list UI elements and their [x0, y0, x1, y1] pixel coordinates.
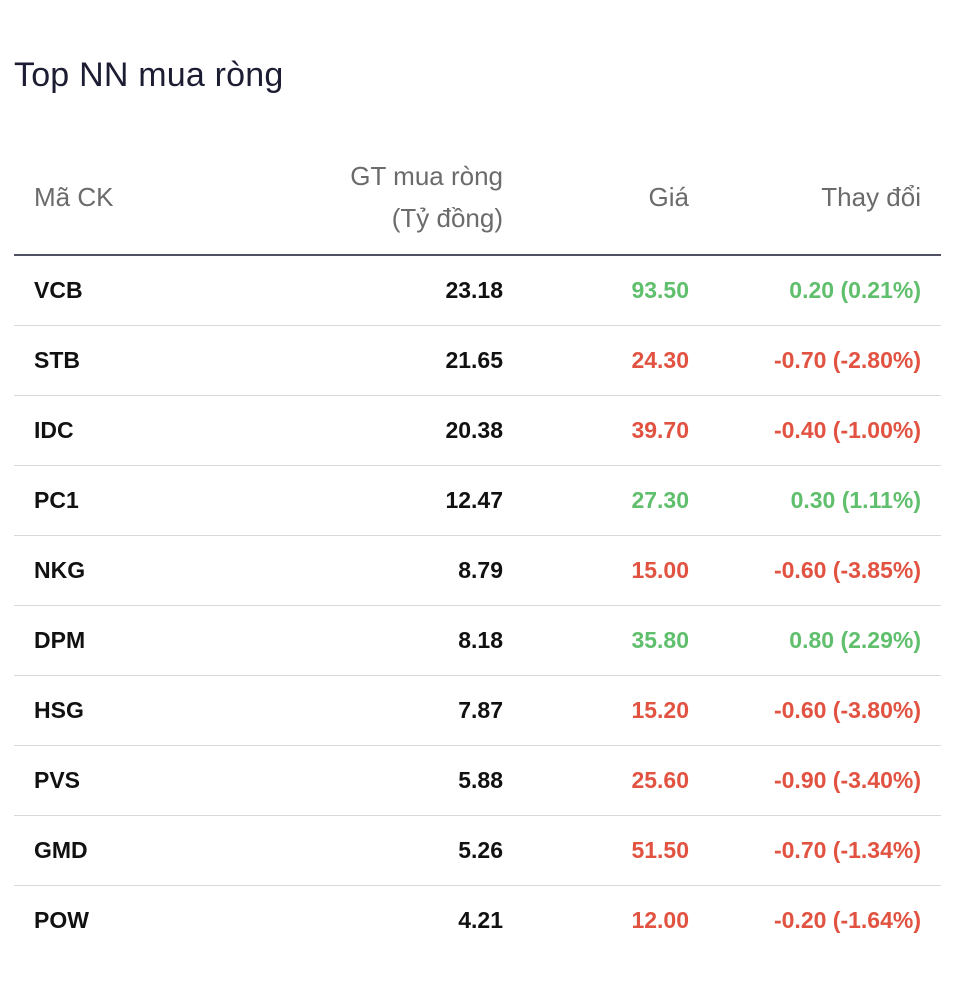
header-net-buy-value[interactable]: GT mua ròng (Tỷ đồng) — [314, 155, 503, 239]
price: 51.50 — [631, 837, 689, 863]
price-change: -0.40 (-1.00%) — [773, 417, 921, 443]
stock-code[interactable]: PVS — [34, 767, 81, 793]
table-row[interactable]: IDC 20.38 39.70 -0.40 (-1.00%) — [14, 396, 941, 466]
price-change: -0.70 (-1.34%) — [773, 837, 921, 863]
net-buy-value: 5.26 — [458, 837, 503, 863]
table-body: VCB 23.18 93.50 0.20 (0.21%) STB 21.65 2… — [14, 256, 941, 955]
net-buy-value: 23.18 — [445, 277, 503, 303]
stock-code[interactable]: HSG — [34, 697, 84, 723]
price: 12.00 — [631, 907, 689, 933]
header-code[interactable]: Mã CK — [34, 182, 114, 212]
table-row[interactable]: DPM 8.18 35.80 0.80 (2.29%) — [14, 606, 941, 676]
price: 27.30 — [631, 487, 689, 513]
price-change: -0.60 (-3.80%) — [773, 697, 921, 723]
net-buy-value: 5.88 — [458, 767, 503, 793]
stock-code[interactable]: POW — [34, 907, 89, 933]
header-change[interactable]: Thay đổi — [821, 182, 921, 212]
stock-code[interactable]: VCB — [34, 277, 83, 303]
table-row[interactable]: GMD 5.26 51.50 -0.70 (-1.34%) — [14, 816, 941, 886]
price-change: -0.90 (-3.40%) — [773, 767, 921, 793]
stock-code[interactable]: PC1 — [34, 487, 79, 513]
price: 25.60 — [631, 767, 689, 793]
net-buy-table: Mã CK GT mua ròng (Tỷ đồng) Giá Thay đổi… — [14, 140, 941, 955]
stock-code[interactable]: NKG — [34, 557, 86, 583]
table-row[interactable]: VCB 23.18 93.50 0.20 (0.21%) — [14, 256, 941, 326]
net-buy-value: 12.47 — [445, 487, 503, 513]
table-row[interactable]: NKG 8.79 15.00 -0.60 (-3.85%) — [14, 536, 941, 606]
price: 15.20 — [631, 697, 689, 723]
price-change: 0.80 (2.29%) — [789, 627, 921, 653]
page-title: Top NN mua ròng — [14, 56, 284, 94]
table-header: Mã CK GT mua ròng (Tỷ đồng) Giá Thay đổi — [14, 140, 941, 256]
price: 15.00 — [631, 557, 689, 583]
stock-code[interactable]: IDC — [34, 417, 74, 443]
price-change: 0.30 (1.11%) — [790, 487, 921, 513]
table-row[interactable]: PC1 12.47 27.30 0.30 (1.11%) — [14, 466, 941, 536]
table-row[interactable]: PVS 5.88 25.60 -0.90 (-3.40%) — [14, 746, 941, 816]
price-change: 0.20 (0.21%) — [789, 277, 921, 303]
net-buy-value: 8.18 — [458, 627, 503, 653]
price: 93.50 — [631, 277, 689, 303]
price: 39.70 — [631, 417, 689, 443]
table-row[interactable]: POW 4.21 12.00 -0.20 (-1.64%) — [14, 886, 941, 955]
header-price[interactable]: Giá — [648, 182, 689, 212]
stock-code[interactable]: STB — [34, 347, 80, 373]
price-change: -0.20 (-1.64%) — [773, 907, 921, 933]
stock-code[interactable]: GMD — [34, 837, 88, 863]
price-change: -0.60 (-3.85%) — [773, 557, 921, 583]
price: 35.80 — [631, 627, 689, 653]
price: 24.30 — [631, 347, 689, 373]
net-buy-value: 20.38 — [445, 417, 503, 443]
net-buy-value: 21.65 — [445, 347, 503, 373]
net-buy-value: 7.87 — [458, 697, 503, 723]
net-buy-value: 8.79 — [458, 557, 503, 583]
header-net-buy-value-line2: (Tỷ đồng) — [391, 203, 503, 233]
table-row[interactable]: STB 21.65 24.30 -0.70 (-2.80%) — [14, 326, 941, 396]
header-net-buy-value-line1: GT mua ròng — [350, 161, 503, 191]
net-buy-value: 4.21 — [458, 907, 503, 933]
table-row[interactable]: HSG 7.87 15.20 -0.60 (-3.80%) — [14, 676, 941, 746]
stock-code[interactable]: DPM — [34, 627, 86, 653]
price-change: -0.70 (-2.80%) — [773, 347, 921, 373]
